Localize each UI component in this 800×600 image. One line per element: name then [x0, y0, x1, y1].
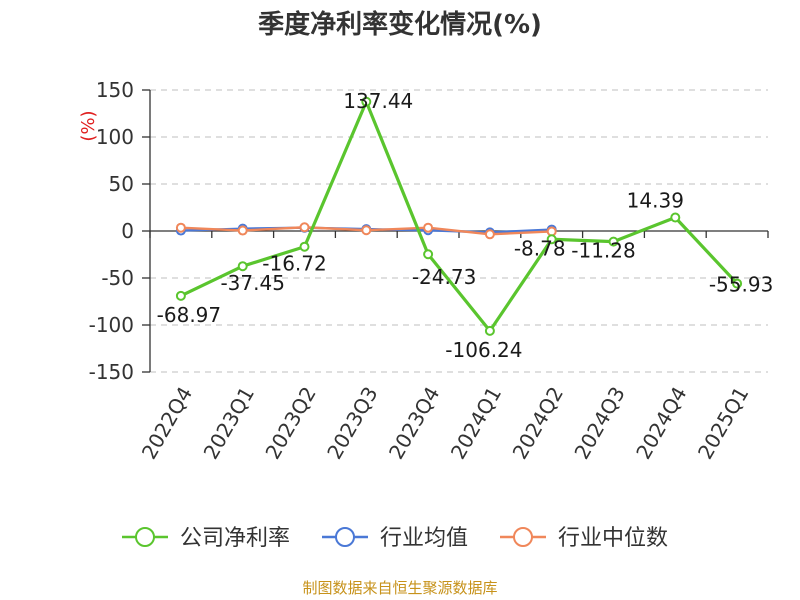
data-point: [361, 225, 372, 236]
x-tick-label: 2024Q4: [631, 383, 691, 464]
chart-title: 季度净利率变化情况(%): [258, 10, 542, 40]
y-axis-label: (%): [78, 110, 99, 141]
legend-label: 公司净利率: [180, 526, 290, 551]
legend-label: 行业均值: [380, 526, 468, 551]
data-point: [670, 212, 681, 223]
data-label: 14.39: [627, 188, 684, 212]
series-line: [180, 100, 739, 333]
x-tick-label: 2024Q3: [569, 383, 629, 464]
x-tick-label: 2022Q4: [137, 383, 197, 464]
data-point: [484, 229, 495, 240]
x-tick-label: 2023Q4: [384, 382, 444, 463]
legend-swatch-marker: [135, 527, 155, 547]
x-tick-label: 2023Q2: [260, 383, 320, 464]
x-tick-label: 2025Q1: [693, 383, 753, 464]
y-tick-label: -100: [89, 313, 134, 337]
data-point: [608, 236, 619, 247]
data-point: [237, 261, 248, 272]
data-label: -55.93: [709, 273, 773, 297]
data-point: [299, 241, 310, 252]
y-tick-label: 50: [109, 172, 134, 196]
data-point: [299, 222, 310, 233]
data-label: -106.24: [445, 338, 522, 362]
data-label: -37.45: [220, 271, 284, 295]
data-label: -16.72: [262, 252, 326, 276]
x-tick-label: 2024Q2: [508, 383, 568, 464]
data-label: -68.97: [157, 303, 221, 327]
x-tick-label: 2024Q1: [446, 383, 506, 464]
data-label: -24.73: [412, 265, 476, 289]
y-tick-label: 0: [121, 219, 134, 243]
y-tick-label: -50: [101, 266, 134, 290]
data-point: [175, 222, 186, 233]
data-point: [361, 96, 372, 107]
data-point: [732, 278, 743, 289]
data-label: 137.44: [343, 89, 413, 113]
y-tick-label: 150: [96, 78, 134, 102]
data-label: -8.78: [514, 236, 566, 260]
data-point: [423, 249, 434, 260]
y-tick-label: -150: [89, 360, 134, 384]
data-point: [423, 222, 434, 233]
legend-label: 行业中位数: [558, 526, 668, 551]
grid-lines: [150, 89, 768, 373]
data-labels: -68.97 -37.45-16.72 137.44 -24.73 -106.24 -8.…: [157, 89, 774, 362]
data-point: [546, 234, 557, 245]
data-point: [484, 325, 495, 336]
x-tick-label: 2023Q3: [322, 383, 382, 464]
source-note: 制图数据来自恒生聚源数据库: [302, 579, 498, 597]
data-point: [175, 290, 186, 301]
legend-swatch-marker: [513, 527, 533, 547]
y-tick-label: 100: [96, 125, 134, 149]
data-label: -11.28: [571, 239, 635, 263]
legend: 公司净利率 行业均值 行业中位数: [122, 526, 668, 551]
data-point: [237, 225, 248, 236]
x-tick-label: 2023Q1: [199, 383, 259, 464]
legend-swatch-marker: [335, 527, 355, 547]
series-lines: [175, 96, 743, 336]
